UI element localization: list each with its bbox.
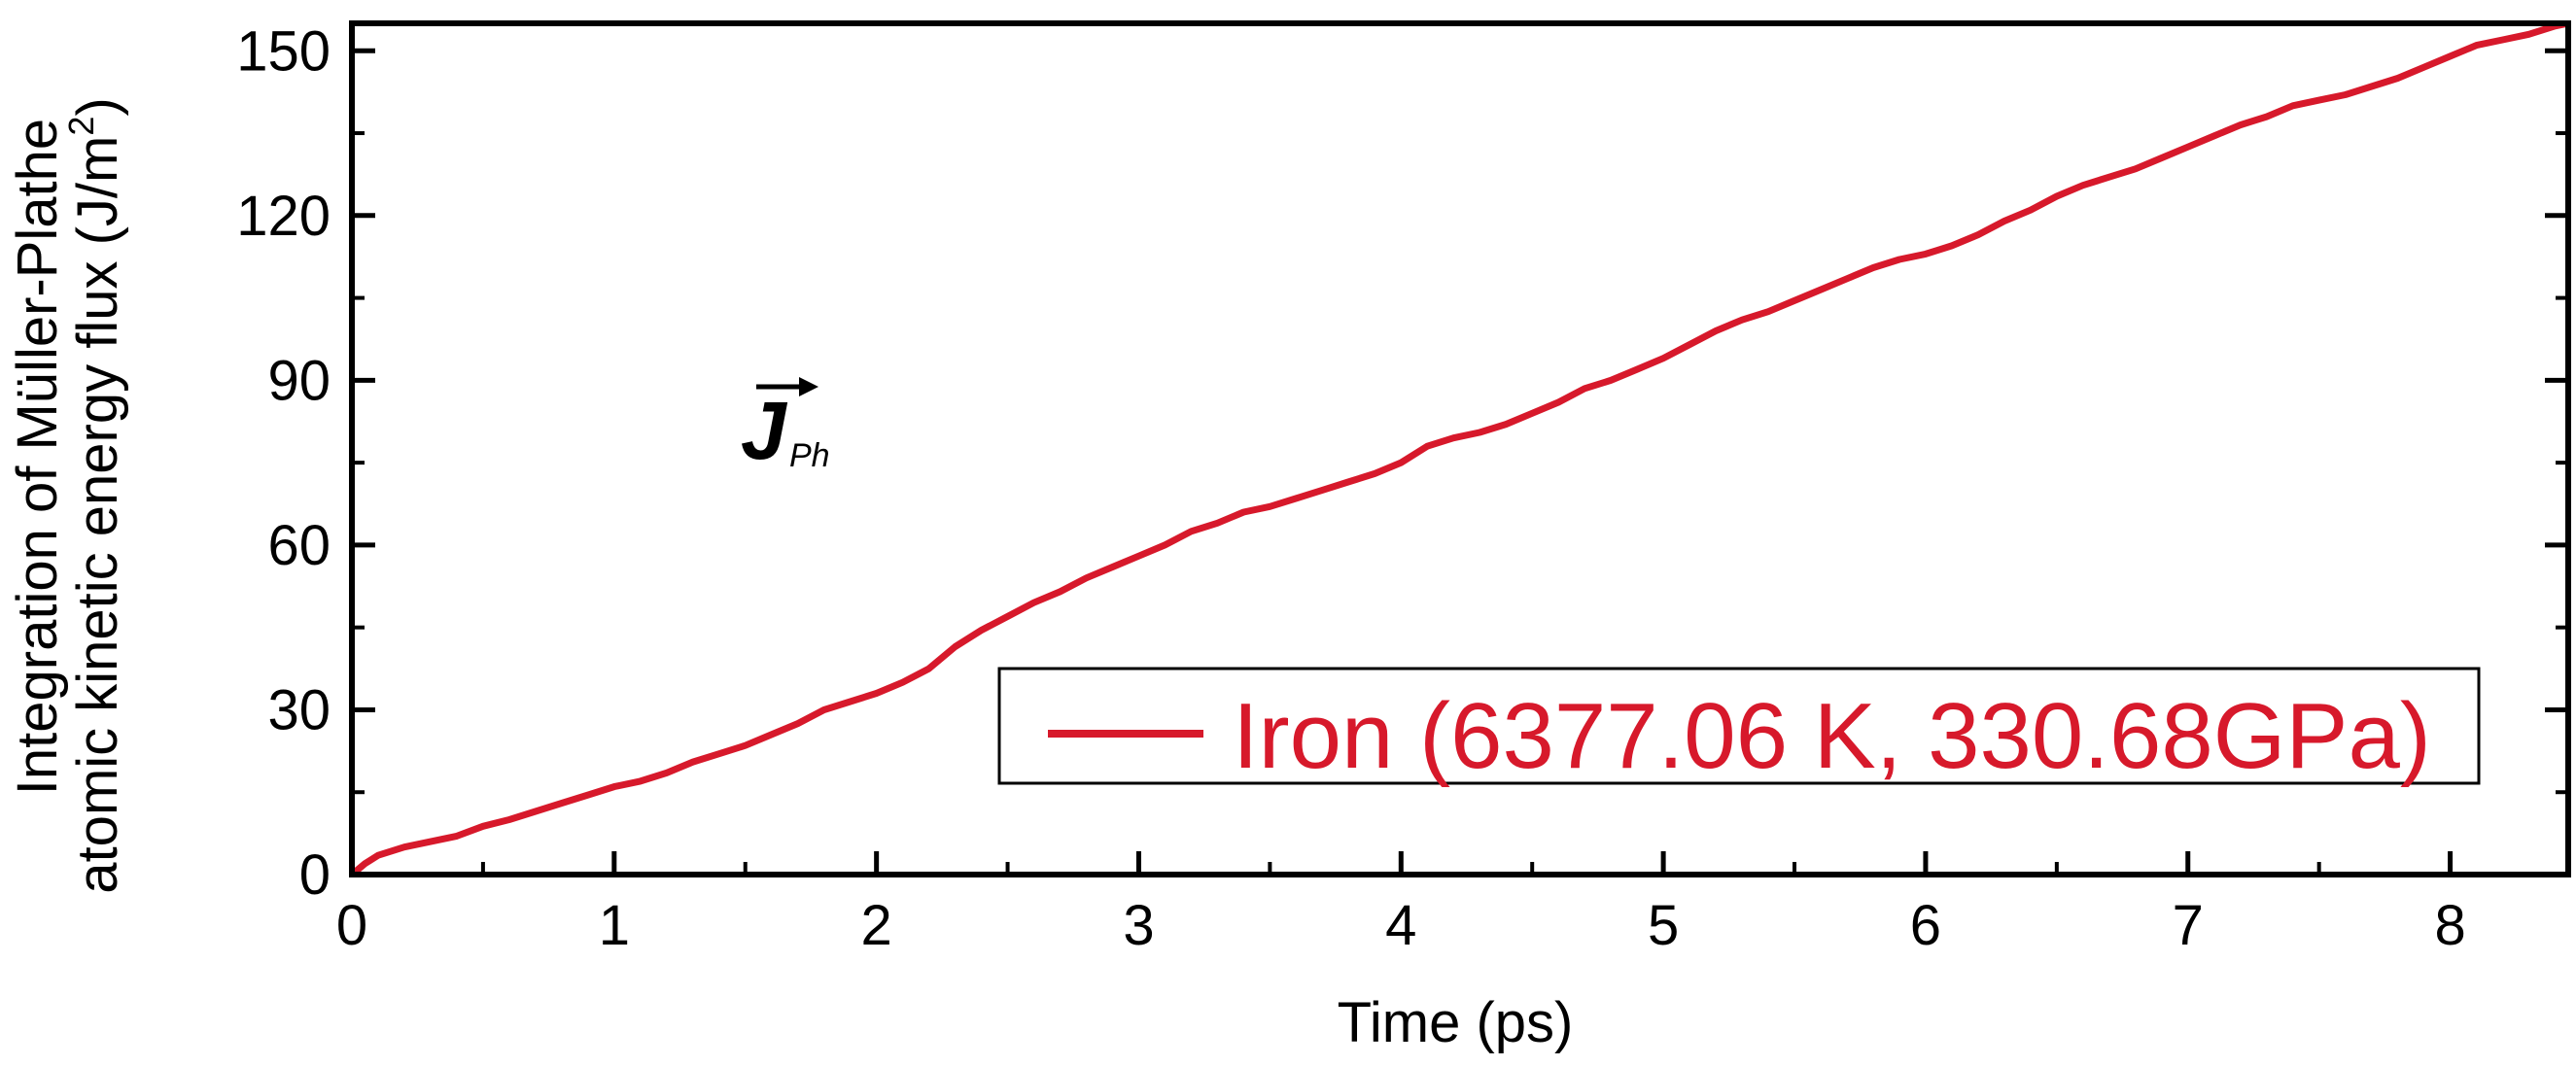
y-tick-label: 0 bbox=[299, 843, 331, 907]
y-tick-label: 120 bbox=[236, 185, 331, 248]
annotation-symbol: J bbox=[741, 385, 788, 476]
x-tick-label: 7 bbox=[2173, 894, 2204, 957]
y-tick-label: 90 bbox=[267, 349, 331, 412]
vector-arrowhead-icon bbox=[799, 377, 818, 396]
x-tick-label: 3 bbox=[1123, 894, 1154, 957]
x-tick-label: 1 bbox=[599, 894, 630, 957]
y-axis-label-close: ) bbox=[66, 97, 129, 116]
x-tick-label: 8 bbox=[2434, 894, 2465, 957]
x-tick-label: 6 bbox=[1910, 894, 1941, 957]
y-tick-label: 150 bbox=[236, 19, 331, 83]
x-tick-label: 4 bbox=[1385, 894, 1416, 957]
x-axis-label: Time (ps) bbox=[1338, 991, 1574, 1054]
tick-labels: 0 1 2 3 4 5 6 7 8 0 30 60 90 120 150 bbox=[236, 19, 2465, 957]
y-axis-label-line1: Integration of Müller-Plathe bbox=[6, 119, 69, 795]
y-tick-label: 60 bbox=[267, 514, 331, 577]
annotation-subscript: Ph bbox=[789, 437, 830, 474]
legend-label: Iron (6377.06 K, 330.68GPa) bbox=[1233, 684, 2431, 788]
y-tick-label: 30 bbox=[267, 678, 331, 741]
legend: Iron (6377.06 K, 330.68GPa) bbox=[997, 667, 2481, 788]
x-tick-label: 2 bbox=[861, 894, 892, 957]
y-axis-label-line2: atomic kinetic energy flux (J/m2) bbox=[61, 97, 129, 893]
legend-box bbox=[997, 667, 2481, 785]
vector-annotation: J Ph bbox=[741, 377, 830, 476]
x-tick-label: 0 bbox=[336, 894, 367, 957]
series-line-iron bbox=[352, 23, 2568, 875]
y-axis-label-superscript: 2 bbox=[61, 117, 101, 136]
y-axis-label-line2-main: atomic kinetic energy flux (J/m bbox=[66, 136, 129, 894]
x-tick-label: 5 bbox=[1648, 894, 1679, 957]
plot-frame bbox=[349, 20, 2571, 877]
